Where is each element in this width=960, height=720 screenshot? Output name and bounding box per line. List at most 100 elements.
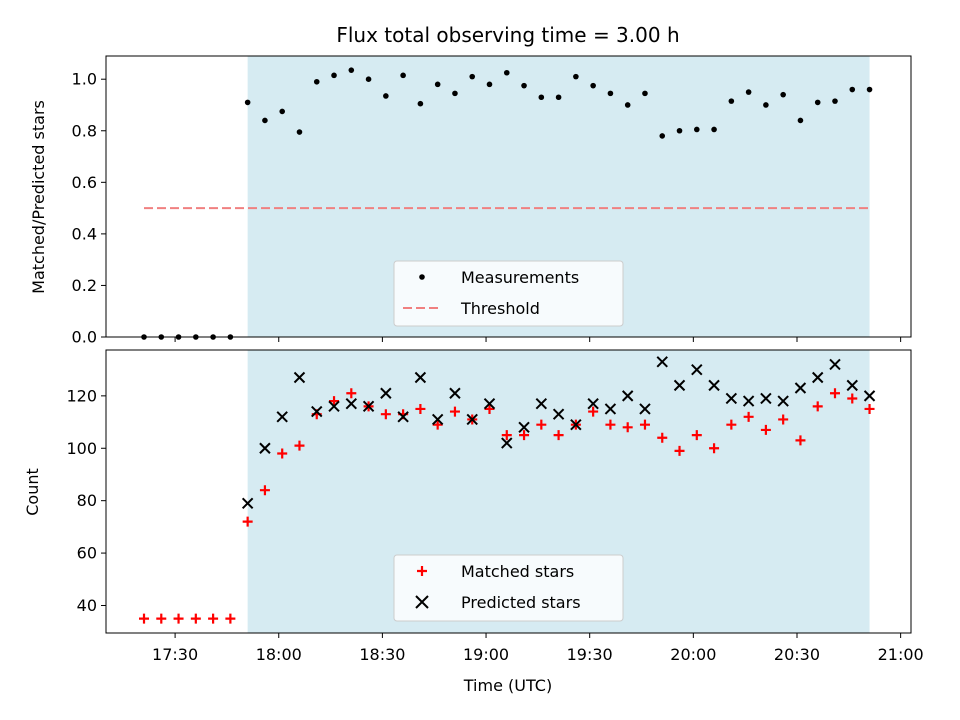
- matched-star-point: [778, 414, 789, 425]
- predicted-star-point: [604, 403, 617, 415]
- legend-label: Predicted stars: [461, 593, 581, 612]
- measurement-point: [797, 117, 804, 124]
- matched-star-point: [501, 430, 512, 441]
- bottom-panel: 40 60 80 100 120 17:30 18:00 18:30 19:00 19:30 20:…: [66, 349, 924, 664]
- predicted-star-point: [311, 405, 323, 418]
- measurement-point: [849, 86, 856, 93]
- measurement-point: [607, 90, 614, 97]
- predicted-star-point: [466, 413, 478, 426]
- matched-star-point: [760, 424, 771, 435]
- matched-star-point: [709, 443, 720, 454]
- measurement-point: [711, 126, 717, 133]
- top-panel: 0.0 0.2 0.4 0.6 0.8 1.0 Measurements Threshold: [72, 55, 912, 347]
- axes-frame: [105, 55, 912, 338]
- measurement-point: [728, 98, 735, 104]
- predicted-star-point: [293, 371, 306, 384]
- predicted-star-point: [863, 390, 876, 402]
- measurement-point: [383, 93, 389, 99]
- x-tick-label: 19:00: [463, 645, 509, 664]
- matched-star-point: [139, 613, 150, 624]
- predicted-star-point: [380, 387, 392, 399]
- matched-star-point: [415, 403, 426, 414]
- y-tick-label: 40: [77, 596, 97, 615]
- measurement-point: [486, 81, 493, 88]
- matched-star-point: [605, 419, 616, 430]
- matched-star-point: [449, 406, 460, 417]
- predicted-star-point: [328, 400, 340, 413]
- matched-star-point: [329, 396, 340, 407]
- predicted-star-point: [794, 382, 807, 394]
- predicted-star-point: [241, 497, 254, 509]
- predicted-star-point: [501, 437, 513, 449]
- x-tick-label: 21:00: [878, 645, 924, 664]
- legend-box: [393, 554, 624, 622]
- y-tick-label: 100: [66, 439, 97, 458]
- y-tick-label: 0.0: [72, 328, 97, 347]
- matched-star-point: [795, 435, 806, 446]
- measurement-point: [296, 129, 303, 135]
- measurement-point: [866, 86, 873, 93]
- measurement-point: [262, 117, 268, 124]
- measurement-point: [400, 72, 406, 79]
- predicted-star-point: [621, 390, 634, 402]
- measurement-point: [659, 133, 666, 139]
- measurement-point: [555, 94, 562, 101]
- x-axis-label: Time (UTC): [463, 676, 552, 695]
- predicted-star-point: [259, 442, 271, 454]
- predicted-star-point: [483, 398, 496, 410]
- matched-star-point: [622, 422, 633, 433]
- matched-star-point: [519, 430, 530, 441]
- matched-star-point: [484, 403, 495, 414]
- x-tick-label: 17:30: [152, 645, 198, 664]
- matched-star-point: [173, 613, 184, 624]
- predicted-star-point: [846, 379, 858, 392]
- axes-frame: [105, 349, 912, 634]
- measurement-point: [573, 73, 579, 80]
- legend-predicted-marker: [415, 595, 429, 609]
- predicted-star-point: [639, 403, 651, 415]
- predicted-star-point: [742, 395, 755, 407]
- measurement-point: [452, 90, 458, 97]
- x-tick-label: 20:00: [670, 645, 716, 664]
- y-tick-label: 0.4: [72, 224, 97, 243]
- legend-measurement-marker: [419, 274, 425, 280]
- matched-star-point: [864, 403, 875, 414]
- predicted-star-point: [535, 398, 548, 410]
- matched-star-point: [156, 613, 167, 624]
- predicted-star-point: [518, 421, 530, 434]
- matched-star-point: [657, 432, 668, 443]
- predicted-star-point: [673, 379, 686, 392]
- matched-star-point: [190, 613, 201, 624]
- matched-star-point: [225, 613, 236, 624]
- predicted-star-point: [431, 413, 444, 426]
- matched-star-point: [639, 419, 650, 430]
- x-tick-label: 18:00: [256, 645, 302, 664]
- matched-star-point: [588, 406, 599, 417]
- measurement-point: [348, 67, 355, 73]
- predicted-star-point: [691, 363, 703, 376]
- y-tick-label: 1.0: [72, 70, 97, 89]
- measurement-point: [590, 82, 596, 89]
- matched-star-point: [536, 419, 547, 430]
- predicted-star-point: [829, 358, 841, 371]
- matched-star-point: [294, 440, 305, 451]
- measurement-point: [365, 76, 372, 83]
- matched-star-point: [208, 613, 219, 624]
- measurement-point: [503, 69, 510, 76]
- predicted-star-point: [397, 411, 409, 423]
- y-tick-label: 0.8: [72, 121, 97, 140]
- predicted-star-point: [362, 400, 375, 413]
- measurement-point: [417, 100, 424, 107]
- measurement-point: [538, 94, 545, 101]
- measurement-point: [521, 82, 527, 89]
- top-y-axis-label: Matched/Predicted stars: [29, 100, 48, 294]
- predicted-star-point: [812, 371, 824, 384]
- x-tick-label: 18:30: [359, 645, 405, 664]
- legend-matched-marker: [417, 566, 427, 576]
- predicted-star-point: [345, 398, 358, 410]
- predicted-star-point: [656, 356, 668, 368]
- measurement-point: [313, 78, 320, 85]
- matched-star-point: [277, 448, 288, 459]
- measurement-point: [745, 89, 752, 95]
